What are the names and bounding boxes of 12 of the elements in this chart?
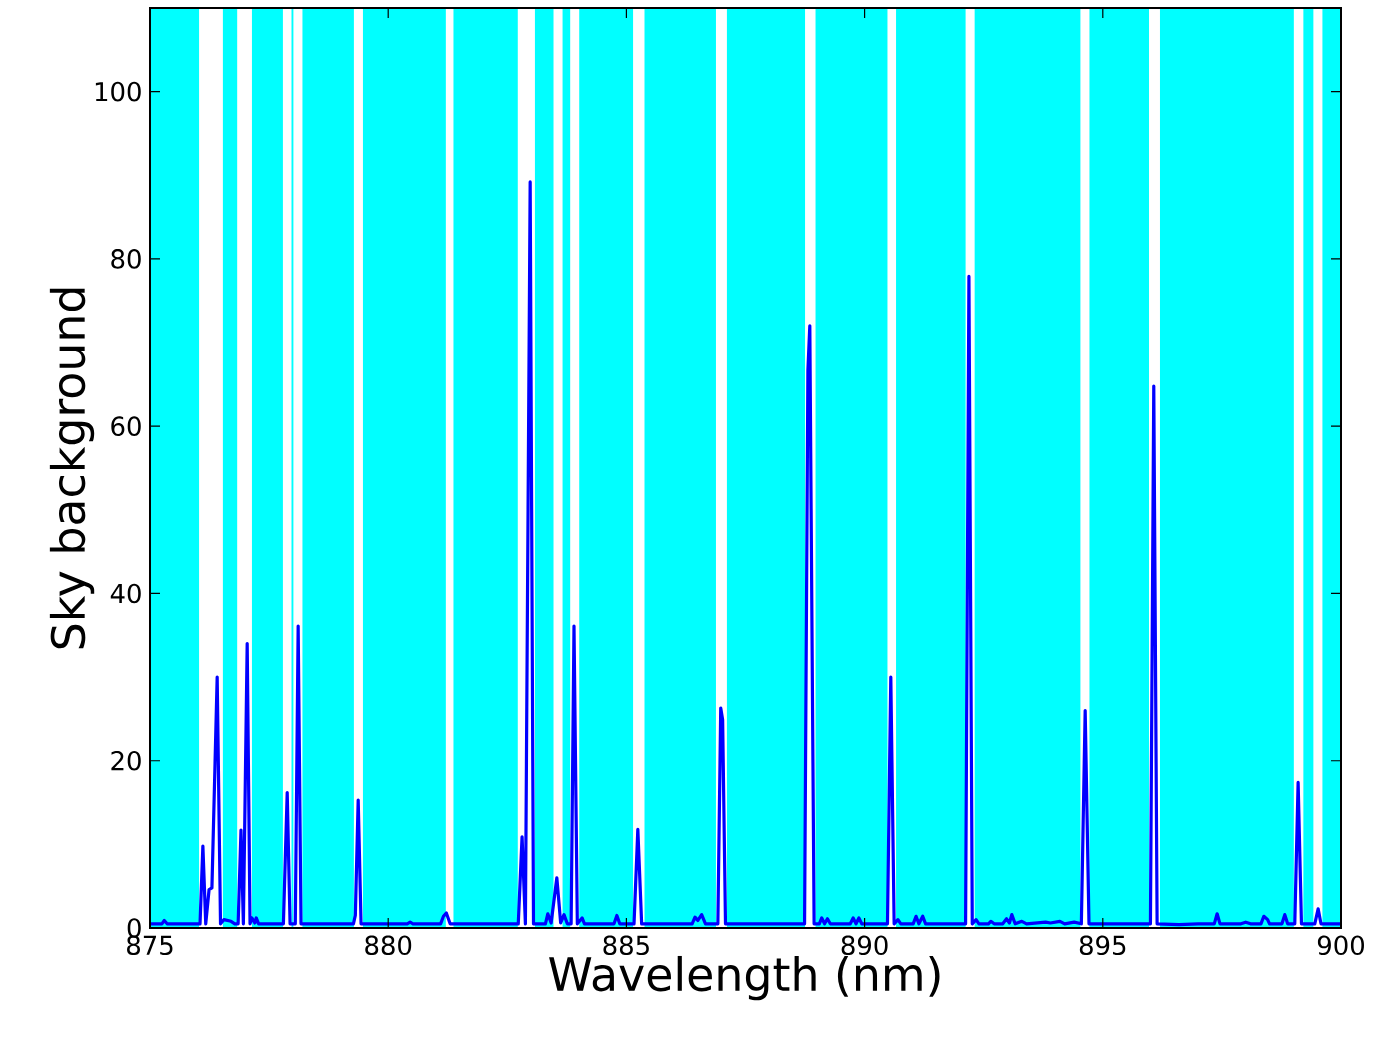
x-tick-label: 880: [365, 935, 412, 956]
y-tick-label: 100: [95, 81, 141, 102]
x-tick-label: 895: [1079, 935, 1126, 956]
y-tick-label: 20: [111, 750, 141, 771]
x-tick-label: 890: [841, 935, 888, 956]
y-tick-label: 60: [111, 416, 141, 436]
y-tick-label: 80: [111, 249, 141, 269]
x-tick-label: 885: [603, 935, 649, 956]
x-axis-title: Wavelength (nm): [549, 955, 940, 1001]
y-tick-label: 40: [110, 583, 141, 604]
y-axis-title: Sky background: [49, 288, 95, 649]
x-tick-label: 900: [1317, 935, 1364, 956]
